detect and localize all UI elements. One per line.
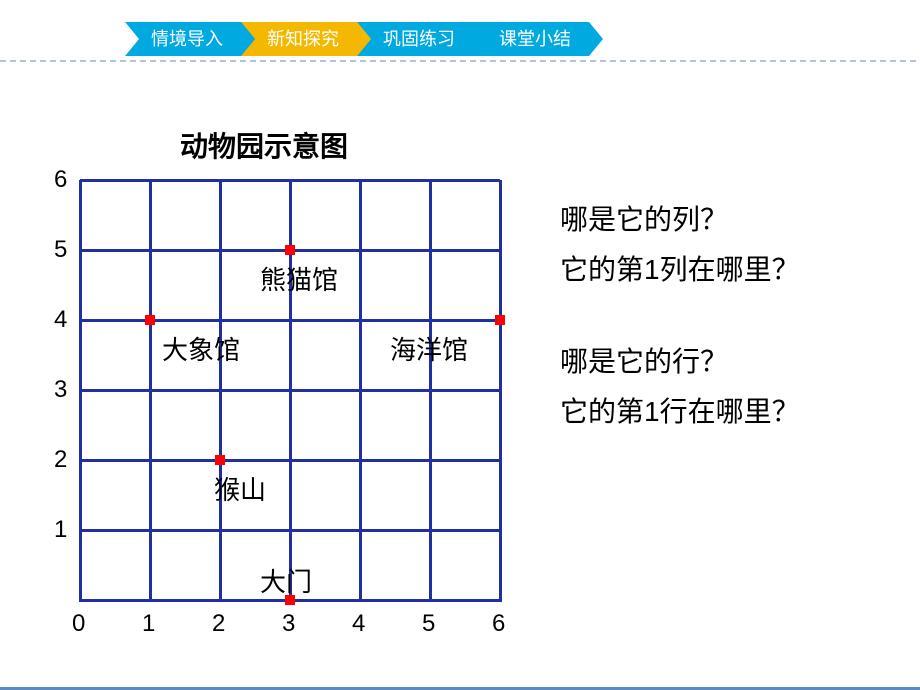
question-text: 它的第1行在哪里？ — [560, 390, 800, 430]
grid-line-horizontal — [80, 389, 500, 392]
nav-tab[interactable]: 情境导入 — [125, 22, 241, 56]
grid-line-horizontal — [80, 319, 500, 322]
y-axis-tick: 2 — [54, 446, 67, 474]
map-point — [495, 315, 505, 325]
question-text: 它的第1列在哪里？ — [560, 248, 800, 288]
grid-line-horizontal — [80, 529, 500, 532]
map-point — [145, 315, 155, 325]
x-axis-tick: 2 — [212, 610, 225, 638]
chart-title: 动物园示意图 — [180, 125, 348, 165]
nav-tab[interactable]: 课堂小结 — [473, 22, 589, 56]
y-axis-tick: 5 — [54, 236, 67, 264]
page-top-divider — [0, 60, 920, 62]
x-axis-tick: 6 — [492, 610, 505, 638]
y-axis-tick: 6 — [54, 166, 67, 194]
place-label: 海洋馆 — [390, 330, 468, 367]
place-label: 猴山 — [214, 470, 266, 507]
place-label: 熊猫馆 — [260, 260, 338, 297]
map-point — [215, 455, 225, 465]
y-axis-tick: 1 — [54, 516, 67, 544]
nav-tab[interactable]: 新知探究 — [241, 22, 357, 56]
place-label: 大象馆 — [162, 330, 240, 367]
breadcrumb-nav: 情境导入新知探究巩固练习课堂小结 — [125, 22, 589, 56]
x-axis-tick: 1 — [142, 610, 155, 638]
x-axis-tick: 5 — [422, 610, 435, 638]
place-label: 大门 — [260, 562, 312, 599]
x-axis-tick: 4 — [352, 610, 365, 638]
y-axis-tick: 4 — [54, 306, 67, 334]
grid-line-horizontal — [80, 179, 500, 182]
x-axis-tick: 3 — [282, 610, 295, 638]
nav-tab[interactable]: 巩固练习 — [357, 22, 473, 56]
y-axis-tick: 3 — [54, 376, 67, 404]
x-axis-tick: 0 — [72, 610, 85, 638]
question-text: 哪是它的列？ — [560, 198, 728, 238]
grid-line-horizontal — [80, 459, 500, 462]
map-point — [285, 245, 295, 255]
question-text: 哪是它的行？ — [560, 340, 728, 380]
